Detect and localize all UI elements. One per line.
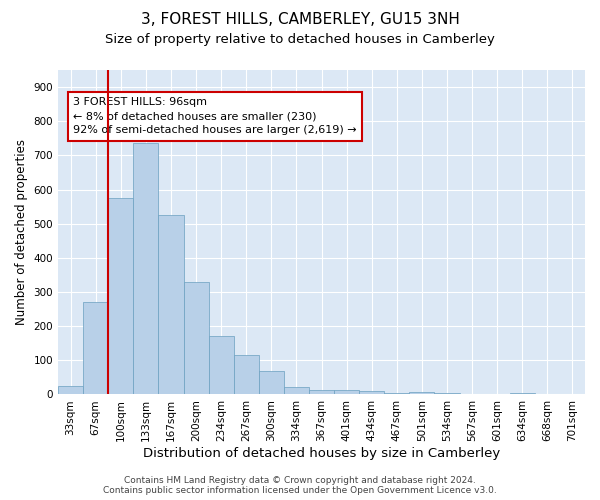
Text: Size of property relative to detached houses in Camberley: Size of property relative to detached ho…	[105, 32, 495, 46]
X-axis label: Distribution of detached houses by size in Camberley: Distribution of detached houses by size …	[143, 447, 500, 460]
Bar	[434, 393, 460, 394]
Bar	[108, 198, 133, 394]
Text: 3 FOREST HILLS: 96sqm
← 8% of detached houses are smaller (230)
92% of semi-deta: 3 FOREST HILLS: 96sqm ← 8% of detached h…	[73, 98, 357, 136]
Text: 3, FOREST HILLS, CAMBERLEY, GU15 3NH: 3, FOREST HILLS, CAMBERLEY, GU15 3NH	[140, 12, 460, 28]
Bar	[133, 144, 158, 394]
Bar	[384, 393, 409, 394]
Bar	[158, 215, 184, 394]
Bar	[233, 355, 259, 395]
Bar	[209, 336, 233, 394]
Bar	[259, 371, 284, 394]
Bar	[309, 390, 334, 394]
Text: Contains HM Land Registry data © Crown copyright and database right 2024.
Contai: Contains HM Land Registry data © Crown c…	[103, 476, 497, 495]
Bar	[58, 386, 83, 394]
Y-axis label: Number of detached properties: Number of detached properties	[15, 139, 28, 325]
Bar	[359, 391, 384, 394]
Bar	[184, 282, 209, 395]
Bar	[284, 387, 309, 394]
Bar	[334, 390, 359, 394]
Bar	[409, 392, 434, 394]
Bar	[83, 302, 108, 394]
Bar	[510, 393, 535, 394]
